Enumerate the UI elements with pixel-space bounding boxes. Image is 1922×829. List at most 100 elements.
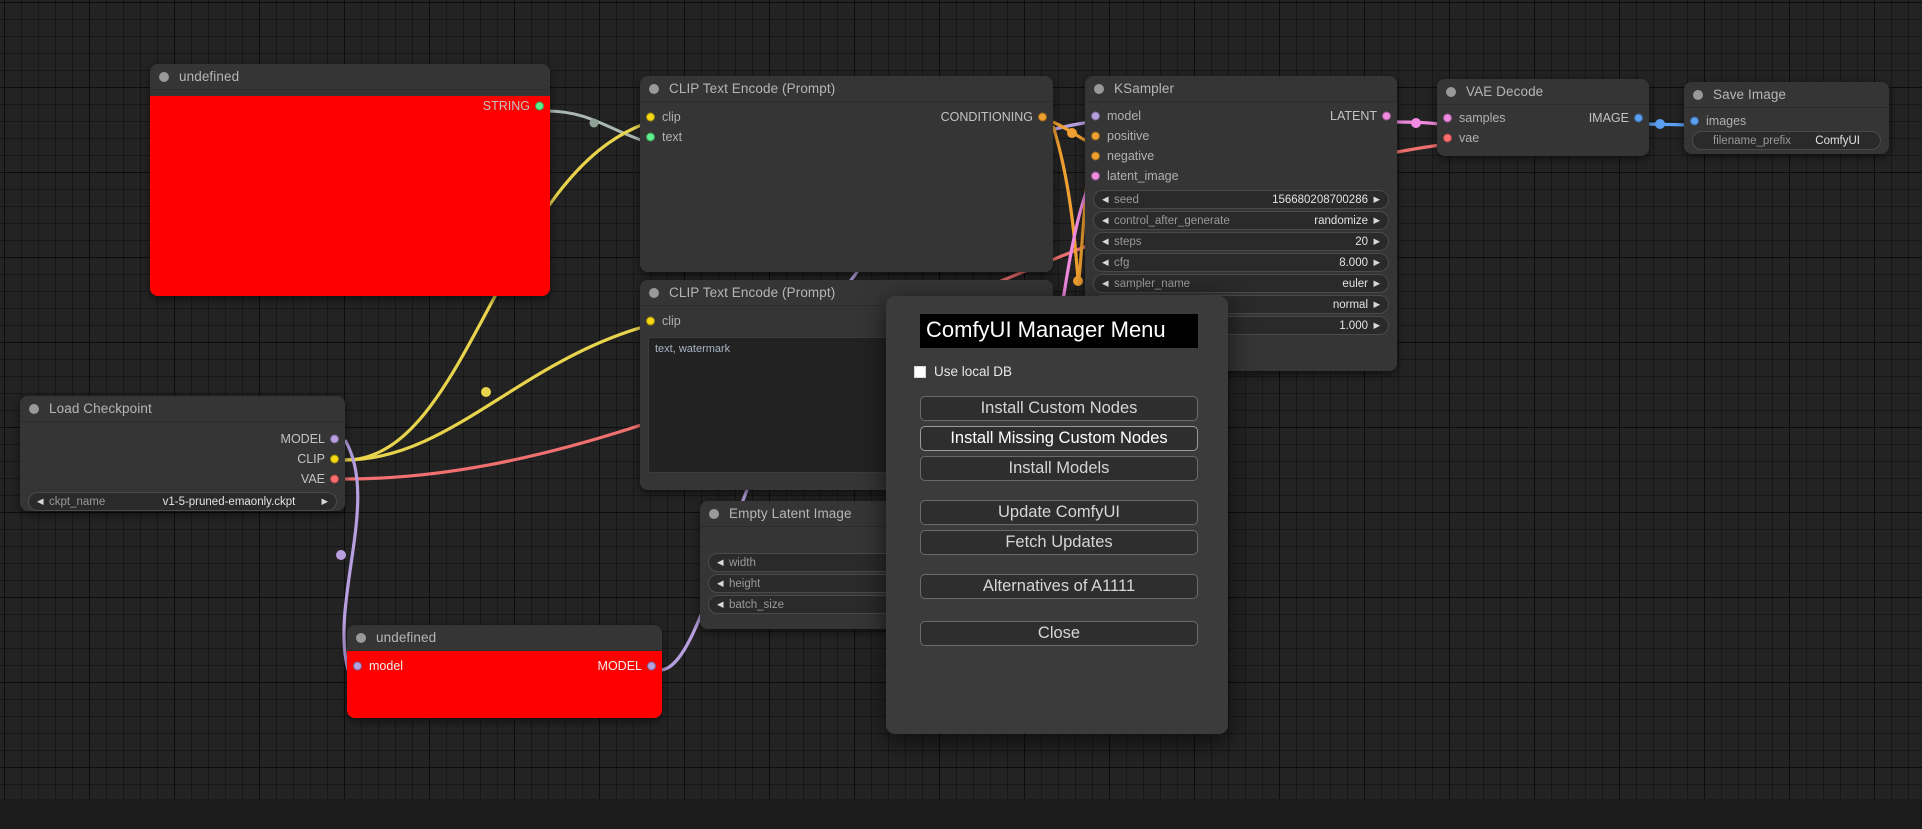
samples-port-dot[interactable] — [1443, 113, 1452, 123]
alternatives-of-a1111-button[interactable]: Alternatives of A1111 — [920, 574, 1198, 599]
positive-port-dot[interactable] — [1091, 131, 1100, 141]
widget-control-after-generate[interactable]: ◀ control_after_generate randomize ▶ — [1093, 211, 1389, 230]
output-port-model[interactable]: MODEL — [20, 429, 345, 449]
use-local-db-row[interactable]: Use local DB — [914, 364, 1212, 379]
string-port-dot[interactable] — [535, 101, 544, 111]
input-port-latent-image[interactable]: latent_image — [1085, 166, 1397, 186]
image-port-dot[interactable] — [1634, 113, 1643, 123]
model-output-port-dot[interactable] — [647, 661, 656, 671]
node-header[interactable]: CLIP Text Encode (Prompt) — [640, 76, 1053, 102]
input-port-vae[interactable]: vae — [1437, 128, 1649, 148]
negative-port-dot[interactable] — [1091, 151, 1100, 161]
widget-cfg[interactable]: ◀ cfg 8.000 ▶ — [1093, 253, 1389, 272]
fetch-updates-button[interactable]: Fetch Updates — [920, 530, 1198, 555]
decrement-arrow[interactable]: ◀ — [717, 557, 724, 568]
wire-latent-out — [1391, 120, 1441, 126]
wire-dot-cond-pos — [1067, 128, 1077, 138]
increment-arrow[interactable]: ▶ — [321, 496, 328, 507]
decrement-arrow[interactable]: ◀ — [37, 496, 44, 507]
install-models-button[interactable]: Install Models — [920, 456, 1198, 481]
output-port-vae[interactable]: VAE — [20, 469, 345, 489]
node-header[interactable]: Load Checkpoint — [20, 396, 345, 422]
node-undefined-model[interactable]: undefined model MODEL — [347, 625, 662, 718]
decrement-arrow[interactable]: ◀ — [1102, 257, 1109, 268]
decrement-arrow[interactable]: ◀ — [1102, 278, 1109, 289]
vae-port-dot[interactable] — [1443, 133, 1452, 143]
model-port-dot[interactable] — [1091, 111, 1100, 121]
install-missing-custom-nodes-button[interactable]: Install Missing Custom Nodes — [920, 426, 1198, 451]
increment-arrow[interactable]: ▶ — [1373, 257, 1380, 268]
clip-port-dot[interactable] — [646, 112, 655, 122]
widget-seed[interactable]: ◀ seed 156680208700286 ▶ — [1093, 190, 1389, 209]
text-port-dot[interactable] — [646, 132, 655, 142]
input-port-images[interactable]: images — [1684, 111, 1889, 131]
node-clip-text-encode-positive[interactable]: CLIP Text Encode (Prompt) clip CONDITION… — [640, 76, 1053, 272]
input-port-negative[interactable]: negative — [1085, 146, 1397, 166]
vae-port-dot[interactable] — [330, 474, 339, 484]
widget-value: 8.000 — [1339, 256, 1368, 269]
port-label: CLIP — [297, 452, 325, 466]
node-save-image[interactable]: Save Image images ◀ filename_prefix Comf… — [1684, 82, 1889, 154]
latent-image-port-dot[interactable] — [1091, 171, 1100, 181]
node-status-dot — [649, 83, 659, 94]
decrement-arrow[interactable]: ◀ — [717, 578, 724, 589]
node-header[interactable]: VAE Decode — [1437, 79, 1649, 105]
increment-arrow[interactable]: ▶ — [1373, 278, 1380, 289]
model-input-port-dot[interactable] — [353, 661, 362, 671]
input-port-samples[interactable]: samples IMAGE — [1437, 108, 1649, 128]
port-label: positive — [1107, 129, 1150, 143]
comfyui-manager-dialog[interactable]: ComfyUI Manager Menu Use local DB Instal… — [886, 296, 1228, 734]
node-ksampler[interactable]: KSampler model LATENT positive negative … — [1085, 76, 1397, 371]
clip-port-dot[interactable] — [646, 316, 655, 326]
wire-clip-negative — [344, 323, 651, 462]
install-custom-nodes-button[interactable]: Install Custom Nodes — [920, 396, 1198, 421]
model-ports-row[interactable]: model MODEL — [347, 656, 662, 676]
port-label: negative — [1107, 149, 1155, 163]
model-port-dot[interactable] — [330, 434, 339, 444]
widget-ckpt-name[interactable]: ◀ ckpt_name v1-5-pruned-emaonly.ckpt ▶ — [28, 492, 337, 511]
increment-arrow[interactable]: ▶ — [1373, 194, 1380, 205]
node-body: clip CONDITIONING text — [640, 107, 1053, 272]
increment-arrow[interactable]: ▶ — [1373, 320, 1380, 331]
update-comfyui-button[interactable]: Update ComfyUI — [920, 500, 1198, 525]
node-header[interactable]: undefined — [150, 64, 550, 90]
widget-value: v1-5-pruned-emaonly.ckpt — [162, 495, 296, 508]
images-port-dot[interactable] — [1690, 116, 1699, 126]
conditioning-port-dot[interactable] — [1038, 112, 1047, 122]
node-body: samples IMAGE vae — [1437, 105, 1649, 156]
increment-arrow[interactable]: ▶ — [1373, 236, 1380, 247]
clip-port-dot[interactable] — [330, 454, 339, 464]
decrement-arrow[interactable]: ◀ — [717, 599, 724, 610]
wire-string — [546, 109, 651, 145]
increment-arrow[interactable]: ▶ — [1373, 299, 1380, 310]
close-button[interactable]: Close — [920, 621, 1198, 646]
input-port-positive[interactable]: positive — [1085, 126, 1397, 146]
input-port-clip[interactable]: clip — [640, 311, 1053, 331]
widget-filename-prefix[interactable]: ◀ filename_prefix ComfyUI ▶ — [1692, 131, 1881, 150]
node-vae-decode[interactable]: VAE Decode samples IMAGE vae — [1437, 79, 1649, 156]
decrement-arrow[interactable]: ◀ — [1102, 194, 1109, 205]
node-header[interactable]: KSampler — [1085, 76, 1397, 102]
port-label: MODEL — [280, 432, 325, 446]
node-header[interactable]: undefined — [347, 625, 662, 651]
widget-label: control_after_generate — [1114, 214, 1230, 227]
increment-arrow[interactable]: ▶ — [1373, 215, 1380, 226]
latent-port-dot[interactable] — [1382, 111, 1391, 121]
widget-sampler-name[interactable]: ◀ sampler_name euler ▶ — [1093, 274, 1389, 293]
output-port-clip[interactable]: CLIP — [20, 449, 345, 469]
input-port-clip[interactable]: clip CONDITIONING — [640, 107, 1053, 127]
decrement-arrow[interactable]: ◀ — [1102, 215, 1109, 226]
input-port-model[interactable]: model LATENT — [1085, 106, 1397, 126]
node-status-dot — [29, 403, 39, 414]
node-title: undefined — [179, 69, 240, 84]
node-header[interactable]: Save Image — [1684, 82, 1889, 108]
use-local-db-checkbox[interactable] — [914, 365, 926, 378]
output-port-string[interactable]: STRING — [150, 96, 550, 116]
node-load-checkpoint[interactable]: Load Checkpoint MODEL CLIP VAE ◀ ckpt_na… — [20, 396, 345, 511]
input-port-text[interactable]: text — [640, 127, 1053, 147]
node-undefined-string[interactable]: undefined STRING — [150, 64, 550, 296]
widget-value: 156680208700286 — [1272, 193, 1368, 206]
decrement-arrow[interactable]: ◀ — [1102, 236, 1109, 247]
widget-steps[interactable]: ◀ steps 20 ▶ — [1093, 232, 1389, 251]
